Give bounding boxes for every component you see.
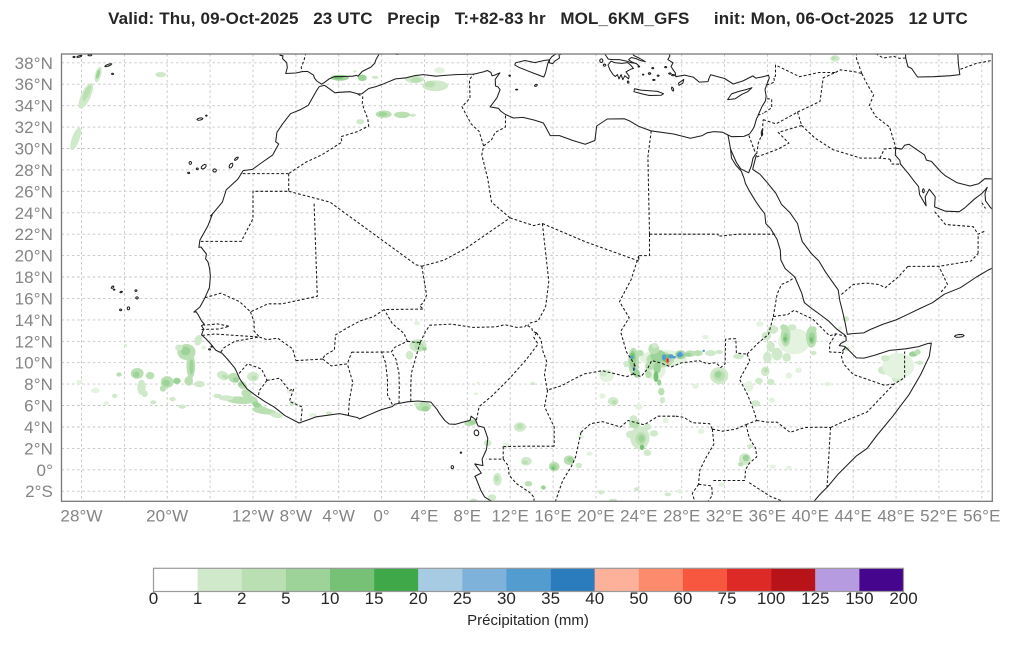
svg-text:28°N: 28°N xyxy=(15,161,53,180)
svg-text:20°N: 20°N xyxy=(15,247,53,266)
svg-text:50: 50 xyxy=(629,589,648,608)
svg-text:28°E: 28°E xyxy=(663,507,700,526)
svg-text:44°E: 44°E xyxy=(834,507,871,526)
svg-text:4°W: 4°W xyxy=(322,507,355,526)
svg-text:56°E: 56°E xyxy=(963,507,1000,526)
svg-text:5: 5 xyxy=(281,589,290,608)
svg-text:25: 25 xyxy=(453,589,472,608)
svg-text:2°N: 2°N xyxy=(24,439,53,458)
svg-text:30: 30 xyxy=(497,589,516,608)
svg-text:6°N: 6°N xyxy=(24,397,53,416)
svg-text:4°E: 4°E xyxy=(411,507,439,526)
svg-text:8°N: 8°N xyxy=(24,375,53,394)
svg-text:16°E: 16°E xyxy=(534,507,571,526)
svg-text:14°N: 14°N xyxy=(15,311,53,330)
svg-text:20: 20 xyxy=(409,589,428,608)
svg-text:48°E: 48°E xyxy=(877,507,914,526)
svg-text:2: 2 xyxy=(237,589,246,608)
svg-text:200: 200 xyxy=(889,589,917,608)
svg-text:125: 125 xyxy=(801,589,829,608)
svg-text:26°N: 26°N xyxy=(15,182,53,201)
svg-text:52°E: 52°E xyxy=(920,507,957,526)
svg-text:32°E: 32°E xyxy=(706,507,743,526)
svg-text:32°N: 32°N xyxy=(15,118,53,137)
svg-text:22°N: 22°N xyxy=(15,225,53,244)
svg-text:15: 15 xyxy=(365,589,384,608)
svg-text:16°N: 16°N xyxy=(15,289,53,308)
svg-text:20°E: 20°E xyxy=(577,507,614,526)
svg-text:8°E: 8°E xyxy=(453,507,481,526)
svg-text:1: 1 xyxy=(193,589,202,608)
svg-text:Valid: Thu, 09-Oct-2025 23 U: Valid: Thu, 09-Oct-2025 23 UTC Precip T:… xyxy=(108,9,968,28)
svg-text:24°N: 24°N xyxy=(15,204,53,223)
svg-text:10: 10 xyxy=(321,589,340,608)
svg-text:40: 40 xyxy=(585,589,604,608)
svg-text:4°N: 4°N xyxy=(24,418,53,437)
svg-text:28°W: 28°W xyxy=(60,507,102,526)
svg-text:36°N: 36°N xyxy=(15,75,53,94)
svg-text:30°N: 30°N xyxy=(15,140,53,159)
svg-text:0°: 0° xyxy=(373,507,389,526)
svg-text:12°N: 12°N xyxy=(15,332,53,351)
svg-text:150: 150 xyxy=(845,589,873,608)
svg-text:2°S: 2°S xyxy=(25,482,53,501)
svg-text:12°W: 12°W xyxy=(232,507,274,526)
svg-text:36°E: 36°E xyxy=(749,507,786,526)
svg-text:12°E: 12°E xyxy=(491,507,528,526)
svg-text:38°N: 38°N xyxy=(15,54,53,73)
svg-text:0°: 0° xyxy=(37,461,53,480)
svg-text:Précipitation (mm): Précipitation (mm) xyxy=(467,612,589,629)
svg-text:18°N: 18°N xyxy=(15,268,53,287)
svg-text:24°E: 24°E xyxy=(620,507,657,526)
svg-text:0: 0 xyxy=(149,589,158,608)
svg-text:20°W: 20°W xyxy=(146,507,188,526)
svg-text:10°N: 10°N xyxy=(15,354,53,373)
svg-text:34°N: 34°N xyxy=(15,97,53,116)
svg-text:40°E: 40°E xyxy=(792,507,829,526)
svg-text:35: 35 xyxy=(541,589,560,608)
svg-text:8°W: 8°W xyxy=(280,507,313,526)
svg-text:100: 100 xyxy=(757,589,785,608)
svg-text:75: 75 xyxy=(718,589,737,608)
svg-text:60: 60 xyxy=(673,589,692,608)
